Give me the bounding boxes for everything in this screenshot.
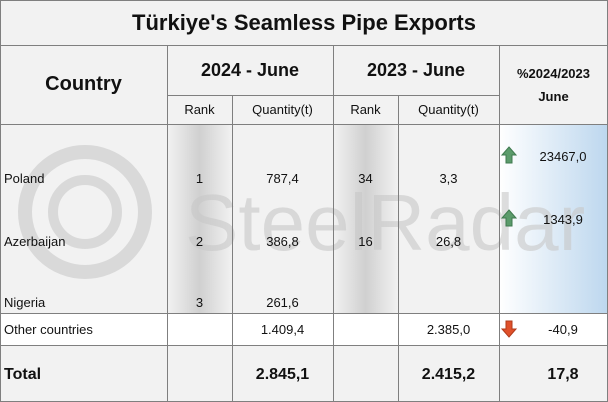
value-cell: 16: [358, 233, 373, 249]
value-cell: 3,3: [439, 170, 458, 186]
value-cell: 2.415,2: [421, 366, 476, 383]
value-cell: 2.845,1: [255, 366, 310, 383]
country-cell: Nigeria: [4, 294, 46, 310]
subheader: Rank: [350, 102, 381, 117]
country-cell: Total: [4, 366, 42, 383]
change-header: June: [538, 88, 569, 104]
period-header: 2023 - June: [366, 59, 466, 80]
value-cell: -40,9: [548, 321, 578, 337]
value-cell: 17,8: [547, 366, 579, 383]
country-header: Country: [45, 73, 122, 95]
subheader: Quantity(t): [252, 102, 313, 117]
value-cell: 2.385,0: [426, 321, 471, 337]
title: Türkiye's Seamless Pipe Exports: [132, 9, 476, 35]
country-cell: Other countries: [4, 321, 93, 337]
value-cell: 26,8: [435, 233, 462, 249]
watermark-text: SteelRadar: [185, 178, 585, 267]
change-header: %2024/2023: [516, 65, 590, 81]
down-arrow: [500, 320, 518, 338]
up-arrow: [500, 209, 518, 227]
value-cell: 1.409,4: [260, 321, 305, 337]
value-cell: 23467,0: [539, 148, 587, 164]
up-arrow: [500, 146, 518, 164]
period-header: 2024 - June: [200, 59, 300, 80]
value-cell: 3: [195, 294, 204, 310]
value-cell: 386,8: [266, 233, 299, 249]
value-cell: 261,6: [266, 294, 299, 310]
value-cell: 1: [195, 170, 204, 186]
country-cell: Azerbaijan: [4, 233, 66, 249]
value-cell: 34: [358, 170, 373, 186]
subheader: Quantity(t): [418, 102, 479, 117]
value-cell: 2: [195, 233, 204, 249]
value-cell: 1343,9: [543, 211, 583, 227]
subheader: Rank: [184, 102, 215, 117]
country-cell: Poland: [4, 170, 45, 186]
value-cell: 787,4: [266, 170, 299, 186]
